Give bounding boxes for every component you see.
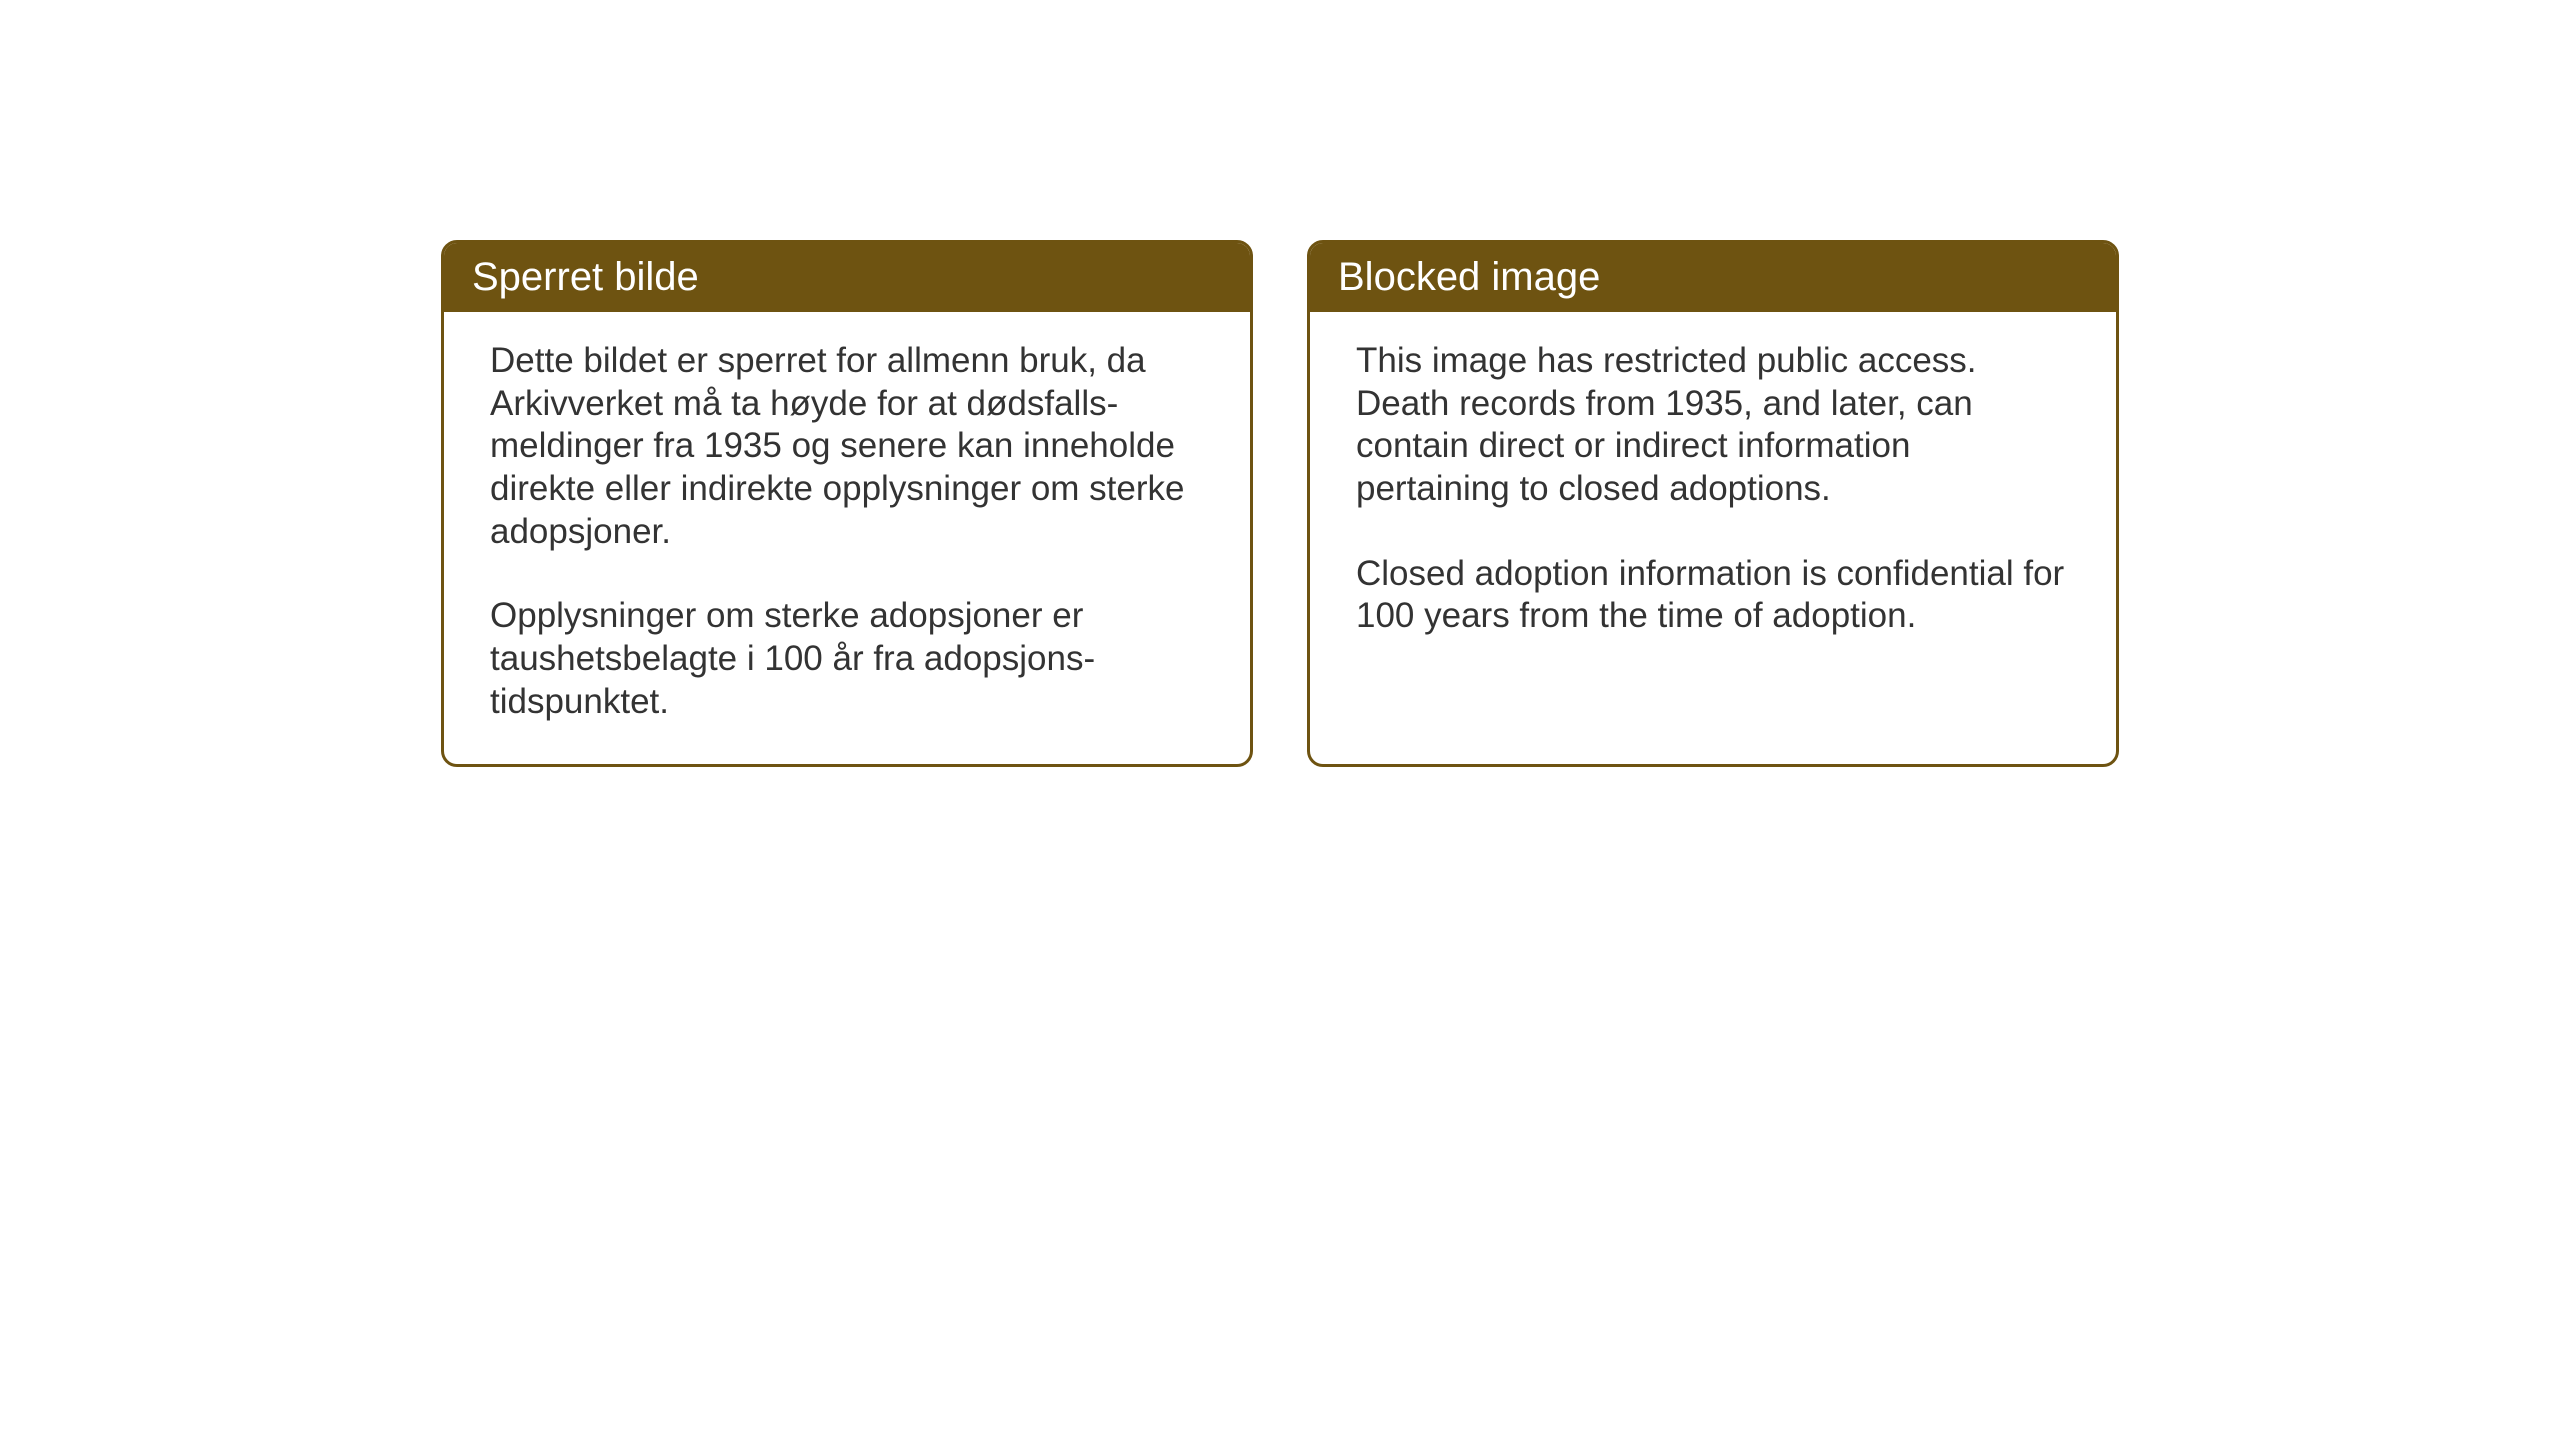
card-paragraph-2-norwegian: Opplysninger om sterke adopsjoner er tau… [490,595,1204,723]
card-paragraph-1-english: This image has restricted public access.… [1356,340,2070,511]
card-body-english: This image has restricted public access.… [1310,312,2116,678]
notice-card-english: Blocked image This image has restricted … [1307,240,2119,767]
notice-card-norwegian: Sperret bilde Dette bildet er sperret fo… [441,240,1253,767]
card-header-norwegian: Sperret bilde [444,243,1250,312]
card-paragraph-1-norwegian: Dette bildet er sperret for allmenn bruk… [490,340,1204,553]
card-body-norwegian: Dette bildet er sperret for allmenn bruk… [444,312,1250,764]
notice-cards-container: Sperret bilde Dette bildet er sperret fo… [441,240,2119,767]
card-title-norwegian: Sperret bilde [472,255,699,299]
card-title-english: Blocked image [1338,255,1600,299]
card-paragraph-2-english: Closed adoption information is confident… [1356,553,2070,638]
card-header-english: Blocked image [1310,243,2116,312]
